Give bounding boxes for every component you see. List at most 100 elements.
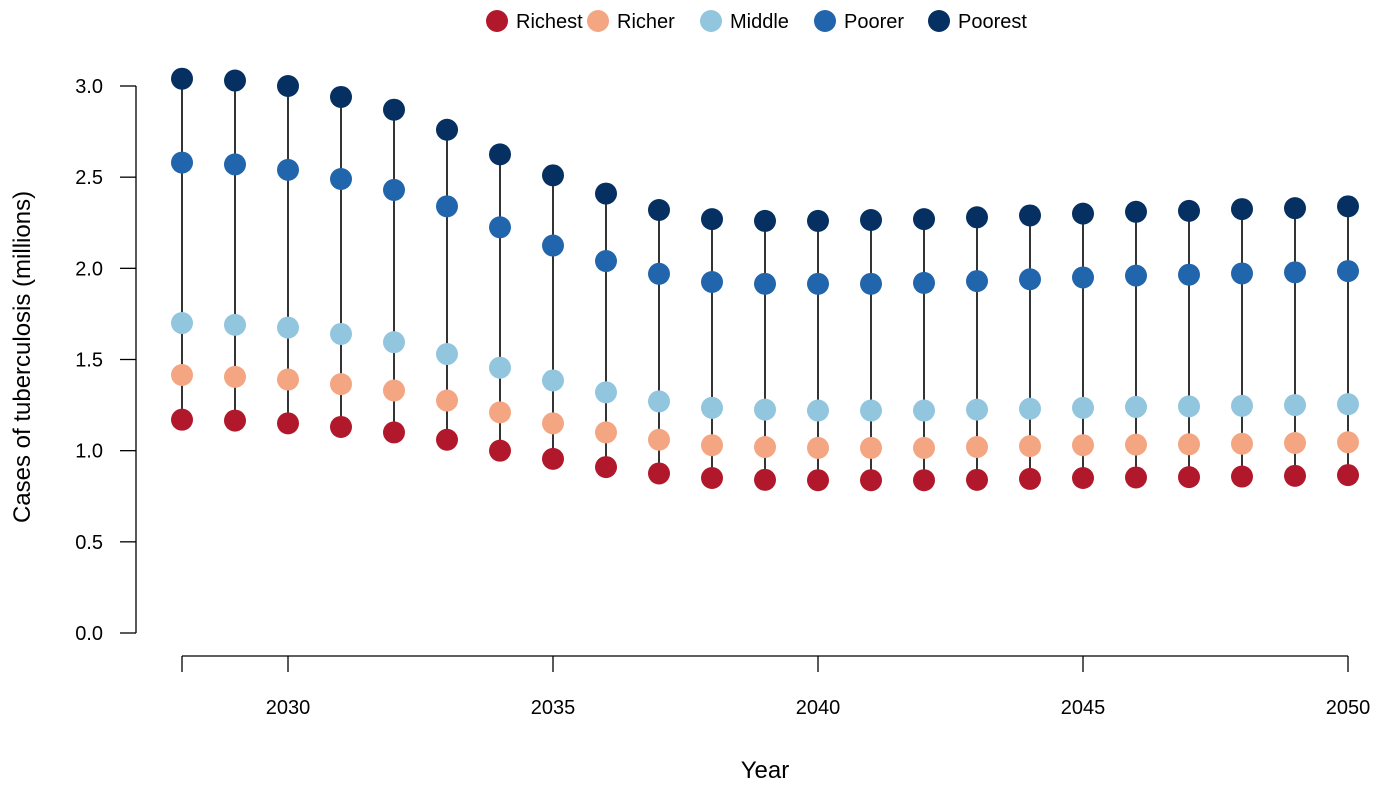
point-poorest bbox=[1125, 200, 1147, 223]
point-richer bbox=[1284, 432, 1306, 455]
point-richer bbox=[595, 421, 617, 444]
point-richest bbox=[489, 439, 511, 462]
point-middle bbox=[1019, 397, 1041, 420]
point-richest bbox=[648, 462, 670, 485]
point-poorer bbox=[1019, 268, 1041, 291]
point-poorer bbox=[171, 151, 193, 174]
y-tick-label: 2.5 bbox=[75, 167, 103, 189]
y-tick-label: 2.0 bbox=[75, 258, 103, 280]
point-poorer bbox=[966, 270, 988, 293]
point-richest bbox=[330, 415, 352, 438]
legend-marker-middle bbox=[700, 10, 722, 32]
legend-label-poorer: Poorer bbox=[844, 11, 904, 33]
legend-marker-poorest bbox=[928, 10, 950, 32]
point-middle bbox=[224, 313, 246, 336]
point-richest bbox=[436, 428, 458, 451]
point-richest bbox=[595, 456, 617, 479]
x-tick-label: 2045 bbox=[1061, 697, 1106, 719]
point-richest bbox=[966, 468, 988, 491]
point-richest bbox=[1337, 464, 1359, 487]
point-poorer bbox=[542, 234, 564, 257]
point-middle bbox=[171, 312, 193, 335]
point-poorer bbox=[330, 167, 352, 190]
point-poorest bbox=[648, 198, 670, 221]
point-poorer bbox=[807, 272, 829, 295]
point-middle bbox=[1178, 395, 1200, 418]
point-richer bbox=[648, 428, 670, 451]
point-richest bbox=[1072, 467, 1094, 490]
point-richer bbox=[542, 412, 564, 435]
point-richer bbox=[383, 379, 405, 402]
point-poorest bbox=[807, 209, 829, 232]
point-poorest bbox=[436, 118, 458, 141]
point-middle bbox=[966, 398, 988, 421]
point-middle bbox=[330, 322, 352, 345]
point-poorest bbox=[913, 208, 935, 231]
point-poorest bbox=[542, 164, 564, 187]
point-middle bbox=[860, 399, 882, 422]
legend-label-richer: Richer bbox=[617, 11, 675, 33]
point-poorer bbox=[1072, 266, 1094, 289]
point-richest bbox=[1125, 466, 1147, 489]
point-poorer bbox=[436, 195, 458, 218]
point-richest bbox=[383, 421, 405, 444]
point-richer bbox=[224, 365, 246, 388]
point-richest bbox=[542, 447, 564, 470]
point-middle bbox=[542, 369, 564, 392]
x-axis: 2030 2035 2040 2045 2050 bbox=[181, 655, 1371, 719]
point-richer bbox=[330, 373, 352, 396]
point-poorest bbox=[171, 67, 193, 90]
point-poorest bbox=[330, 85, 352, 108]
point-poorer bbox=[648, 262, 670, 285]
y-axis-title: Cases of tuberculosis (millions) bbox=[9, 191, 36, 523]
point-poorest bbox=[224, 69, 246, 92]
point-poorer bbox=[754, 272, 776, 295]
point-poorest bbox=[1019, 204, 1041, 227]
point-poorer bbox=[701, 271, 723, 294]
point-middle bbox=[1125, 395, 1147, 418]
y-axis: 0.0 0.5 1.0 1.5 2.0 2.5 3.0 bbox=[75, 76, 137, 645]
point-richest bbox=[701, 467, 723, 490]
point-poorer bbox=[1337, 260, 1359, 283]
point-poorest bbox=[860, 209, 882, 232]
point-poorest bbox=[383, 98, 405, 121]
legend-marker-richer bbox=[587, 10, 609, 32]
point-poorest bbox=[1178, 199, 1200, 222]
point-richer bbox=[1337, 431, 1359, 454]
point-poorer bbox=[1125, 264, 1147, 287]
legend-label-middle: Middle bbox=[730, 11, 789, 33]
x-tick-label: 2040 bbox=[796, 697, 841, 719]
y-tick-label: 0.0 bbox=[75, 623, 103, 645]
point-poorer bbox=[913, 271, 935, 294]
point-middle bbox=[648, 390, 670, 413]
point-poorer bbox=[277, 158, 299, 181]
point-richer bbox=[1072, 434, 1094, 457]
point-poorer bbox=[1231, 262, 1253, 285]
point-richer bbox=[171, 363, 193, 386]
point-richest bbox=[1231, 465, 1253, 488]
point-richest bbox=[1284, 464, 1306, 487]
point-richest bbox=[807, 469, 829, 492]
point-richer bbox=[754, 436, 776, 459]
point-poorest bbox=[1072, 202, 1094, 225]
point-middle bbox=[595, 381, 617, 404]
point-richest bbox=[277, 412, 299, 435]
point-richer bbox=[1019, 435, 1041, 458]
point-richest bbox=[224, 409, 246, 432]
point-richer bbox=[277, 368, 299, 391]
x-tick-label: 2050 bbox=[1326, 697, 1371, 719]
point-middle bbox=[807, 399, 829, 422]
point-middle bbox=[913, 399, 935, 422]
point-richer bbox=[807, 436, 829, 459]
point-middle bbox=[754, 398, 776, 421]
point-poorest bbox=[754, 209, 776, 232]
y-tick-label: 0.5 bbox=[75, 532, 103, 554]
legend-marker-richest bbox=[486, 10, 508, 32]
y-tick-label: 1.5 bbox=[75, 350, 103, 372]
point-richest bbox=[1019, 467, 1041, 490]
x-tick-label: 2030 bbox=[266, 697, 311, 719]
point-middle bbox=[1284, 394, 1306, 417]
point-middle bbox=[277, 316, 299, 339]
y-tick-label: 3.0 bbox=[75, 76, 103, 98]
point-poorer bbox=[1284, 261, 1306, 284]
